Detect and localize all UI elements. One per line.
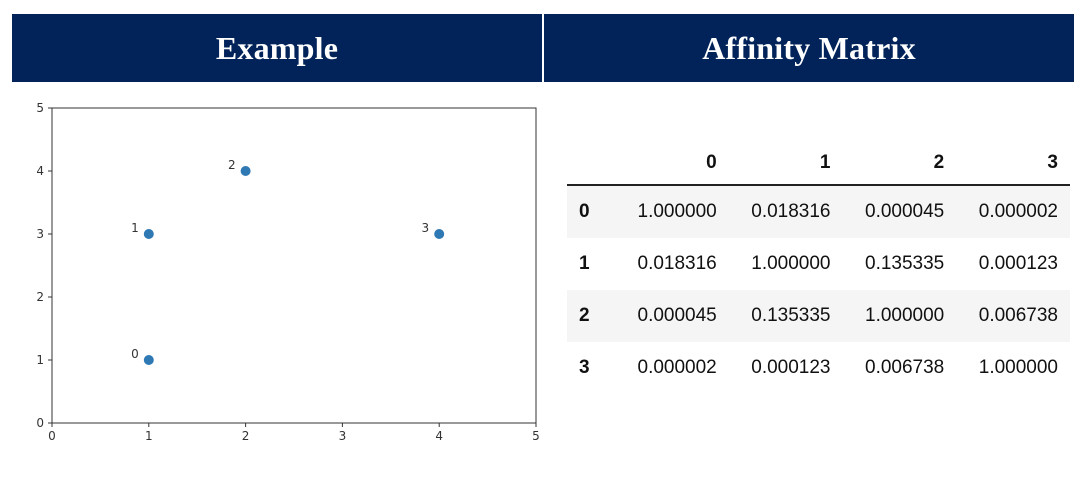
y-tick-label: 5: [36, 101, 44, 115]
matrix-row-header: 1: [579, 253, 590, 274]
matrix-row-header: 0: [579, 201, 590, 222]
x-tick-label: 0: [48, 429, 56, 443]
scatter-point: [240, 166, 251, 176]
matrix-cell: 0.000002: [637, 357, 717, 378]
x-tick-label: 5: [532, 429, 540, 443]
matrix-cell: 1.000000: [637, 201, 717, 222]
x-tick-label: 2: [242, 429, 250, 443]
matrix-column-header: 1: [728, 142, 843, 186]
scatter-point: [143, 355, 154, 365]
matrix-column-header: 3: [956, 142, 1070, 186]
matrix-cell: 1.000000: [865, 305, 945, 326]
matrix-row: 0 1.000000 0.018316 0.000045 0.000002: [567, 185, 1070, 238]
y-tick-label: 0: [36, 416, 44, 430]
point-label: 3: [422, 221, 430, 235]
x-tick-label: 3: [339, 429, 347, 443]
matrix-cell: 1.000000: [978, 357, 1058, 378]
matrix-cell: 0.018316: [637, 253, 717, 274]
point-label: 2: [228, 158, 236, 172]
plot-area-frame: [51, 107, 537, 424]
matrix-cell: 1.000000: [751, 253, 831, 274]
matrix-body: 0 1.000000 0.018316 0.000045 0.000002 1 0.0183…: [567, 185, 1070, 394]
matrix-row-header: 3: [579, 357, 590, 378]
x-tick-label: 4: [435, 429, 443, 443]
chart-points: 0 1 2 3: [131, 158, 445, 365]
scatter-point: [434, 229, 445, 239]
matrix-row: 3 0.000002 0.000123 0.006738 1.000000: [567, 342, 1070, 394]
y-tick-label: 4: [36, 164, 44, 178]
matrix-corner-cell: [567, 142, 615, 186]
point-label: 1: [131, 221, 139, 235]
y-tick-label: 1: [36, 353, 44, 367]
matrix-cell: 0.000123: [978, 253, 1058, 274]
matrix-cell: 0.135335: [865, 253, 945, 274]
matrix-cell: 0.006738: [865, 357, 945, 378]
scatter-point: [143, 229, 154, 239]
matrix-column-header: 0: [615, 142, 729, 186]
matrix-cell: 0.000045: [865, 201, 945, 222]
matrix-row: 2 0.000045 0.135335 1.000000 0.006738: [567, 290, 1070, 342]
chart-ticks: 0 1 2 3 4 5 0 1 2 3 4 5: [36, 101, 539, 443]
matrix-cell: 0.018316: [751, 201, 831, 222]
x-tick-label: 1: [145, 429, 153, 443]
y-tick-label: 3: [36, 227, 44, 241]
matrix-cell: 0.006738: [978, 305, 1058, 326]
matrix-cell: 0.000045: [637, 305, 717, 326]
scatter-chart: 0 1 2 3 4 5 0 1 2 3 4 5 0 1 2 3: [36, 101, 539, 443]
matrix-cell: 0.135335: [751, 305, 831, 326]
matrix-row: 1 0.018316 1.000000 0.135335 0.000123: [567, 238, 1070, 290]
example-header: Example: [12, 14, 542, 82]
example-header-title: Example: [215, 29, 339, 66]
matrix-row-header: 2: [579, 305, 590, 326]
affinity-matrix-header-title: Affinity Matrix: [702, 29, 916, 66]
matrix-cell: 0.000002: [978, 201, 1058, 222]
matrix-cell: 0.000123: [751, 357, 831, 378]
affinity-matrix-header: Affinity Matrix: [544, 14, 1074, 82]
y-tick-label: 2: [36, 290, 44, 304]
matrix-column-header: 2: [842, 142, 957, 186]
point-label: 0: [131, 347, 139, 361]
